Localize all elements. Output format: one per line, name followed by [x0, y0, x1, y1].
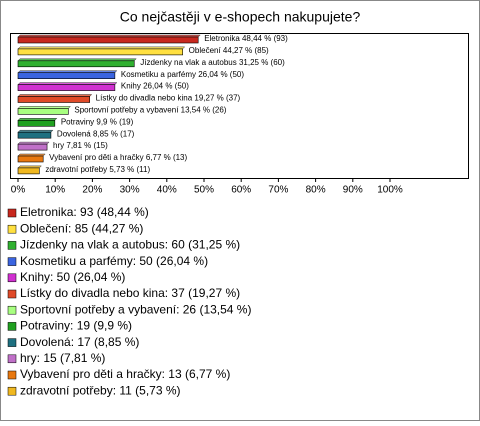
- legend-swatch: [7, 322, 17, 331]
- value-label: Knihy 26,04 % (50): [121, 82, 189, 91]
- legend-label: Sportovní potřeby a vybavení: 26 (13,54 …: [20, 302, 251, 316]
- legend-label: Dovolená: 17 (8,85 %): [20, 335, 139, 349]
- x-tick-label: 0%: [11, 185, 26, 196]
- bar-top: [17, 70, 118, 73]
- x-tick-label: 30%: [120, 185, 140, 196]
- value-label: Jízdenky na vlak a autobus 31,25 % (60): [140, 58, 285, 67]
- bar-top: [17, 118, 58, 121]
- value-label: Dovolená 8,85 % (17): [57, 129, 135, 138]
- value-label: Potraviny 9,9 % (19): [61, 117, 134, 126]
- chart-title: Co nejčastěji v e-shopech nakupujete?: [120, 9, 361, 25]
- bar: [17, 167, 40, 175]
- bar-top: [17, 94, 93, 97]
- legend-label: Eletronika: 93 (48,44 %): [20, 205, 149, 219]
- x-tick-label: 70%: [268, 185, 288, 196]
- legend-swatch: [7, 386, 17, 396]
- bar: [17, 72, 116, 79]
- bar-top: [17, 129, 54, 133]
- x-tick-label: 100%: [377, 185, 403, 196]
- bar-top: [17, 106, 71, 109]
- legend-swatch: [7, 370, 17, 380]
- bar: [17, 131, 52, 139]
- legend-swatch: [7, 289, 17, 299]
- x-tick-label: 40%: [157, 185, 177, 196]
- bar: [17, 48, 183, 56]
- bar: [17, 155, 44, 163]
- value-label: zdravotní potřeby 5,73 % (11): [45, 165, 150, 174]
- bar-top: [17, 165, 42, 169]
- value-label: Eletronika 48,44 % (93): [204, 34, 288, 43]
- bar: [17, 143, 48, 151]
- value-label: hry 7,81 % (15): [53, 141, 108, 150]
- legend-label: hry: 15 (7,81 %): [20, 351, 105, 365]
- bar-top: [17, 153, 46, 157]
- legend-swatch: [7, 273, 17, 283]
- value-label: Sportovní potřeby a vybavení 13,54 % (26…: [74, 106, 226, 115]
- legend-swatch: [7, 224, 17, 234]
- legend-label: Oblečení: 85 (44,27 %): [20, 221, 143, 235]
- x-tick-label: 80%: [306, 185, 326, 196]
- x-tick-label: 20%: [82, 185, 102, 196]
- x-tick-label: 90%: [343, 185, 363, 196]
- legend-swatch: [7, 208, 17, 218]
- x-tick-label: 60%: [231, 185, 251, 196]
- value-label: Kosmetiku a parfémy 26,04 % (50): [121, 70, 245, 79]
- legend-swatch: [7, 338, 17, 347]
- bar-top: [17, 141, 50, 145]
- bar: [17, 108, 69, 115]
- bar: [17, 84, 116, 91]
- legend-label: zdravotní potřeby: 11 (5,73 %): [20, 383, 181, 397]
- bar: [17, 36, 199, 44]
- legend-label: Vybavení pro děti a hračky: 13 (6,77 %): [20, 367, 230, 381]
- legend-swatch: [7, 241, 17, 250]
- x-tick-label: 10%: [45, 185, 65, 196]
- value-label: Vybavení pro děti a hračky 6,77 % (13): [49, 153, 187, 162]
- legend-label: Knihy: 50 (26,04 %): [20, 270, 125, 284]
- value-label: Lístky do divadla nebo kina 19,27 % (37): [96, 94, 241, 103]
- value-label: Oblečení 44,27 % (85): [189, 46, 269, 55]
- plot-frame: [10, 33, 469, 179]
- legend-label: Potraviny: 19 (9,9 %): [20, 319, 132, 333]
- x-tick-label: 50%: [194, 185, 214, 196]
- bar-top: [17, 82, 118, 85]
- legend-swatch: [7, 354, 17, 364]
- legend-label: Kosmetiku a parfémy: 50 (26,04 %): [20, 254, 208, 268]
- bar: [17, 96, 90, 103]
- bar: [17, 60, 135, 68]
- bar: [17, 120, 56, 127]
- legend-label: Lístky do divadla nebo kina: 37 (19,27 %…: [20, 286, 240, 300]
- legend-swatch: [7, 257, 17, 266]
- legend-label: Jízdenky na vlak a autobus: 60 (31,25 %): [20, 238, 240, 252]
- legend-swatch: [7, 305, 17, 315]
